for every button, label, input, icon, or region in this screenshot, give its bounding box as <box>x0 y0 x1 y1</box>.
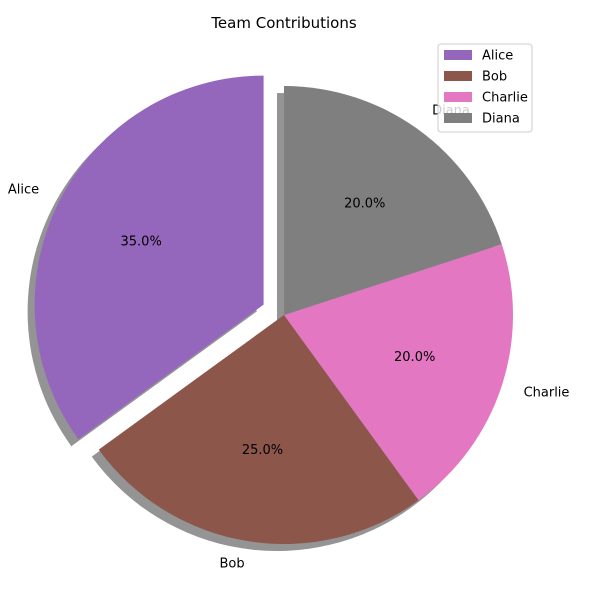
legend-swatch-charlie <box>444 92 472 102</box>
slices-group <box>34 75 513 544</box>
pct-label-alice: 35.0% <box>121 235 162 250</box>
pie-slice-diana <box>284 86 502 315</box>
legend-label-charlie: Charlie <box>482 91 528 106</box>
legend-swatch-alice <box>444 50 472 60</box>
legend-label-alice: Alice <box>482 49 513 64</box>
pct-label-bob: 25.0% <box>242 443 283 458</box>
legend-swatch-diana <box>444 113 472 123</box>
pie-slice-charlie <box>284 244 513 501</box>
slice-label-bob: Bob <box>219 556 244 571</box>
pct-label-diana: 20.0% <box>344 196 385 211</box>
pie-slice-alice <box>34 75 264 440</box>
slice-label-charlie: Charlie <box>524 385 570 400</box>
pct-label-charlie: 20.0% <box>394 350 435 365</box>
slice-label-alice: Alice <box>8 183 39 198</box>
legend-label-bob: Bob <box>482 70 507 85</box>
legend-swatch-bob <box>444 71 472 81</box>
legend: Alice Bob Charlie Diana <box>437 43 533 133</box>
legend-frame <box>437 43 533 133</box>
pie-slice-bob <box>98 315 419 544</box>
percent-labels: 35.0% 25.0% 20.0% 20.0% <box>121 196 436 458</box>
legend-label-diana: Diana <box>482 112 520 127</box>
chart-title: Team Contributions <box>210 14 357 32</box>
